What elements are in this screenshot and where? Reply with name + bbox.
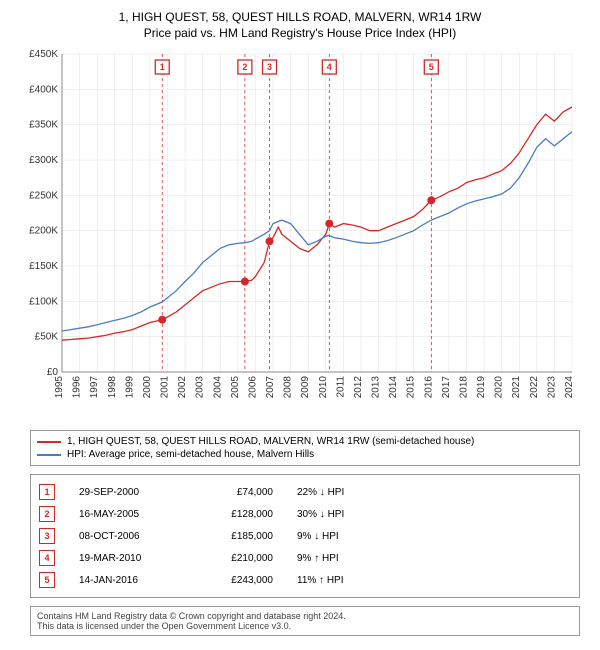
svg-text:2016: 2016 bbox=[423, 376, 434, 399]
transaction-price: £128,000 bbox=[193, 509, 273, 520]
transaction-pct: 9% ↓ HPI bbox=[297, 531, 377, 542]
svg-text:2015: 2015 bbox=[406, 376, 417, 399]
title-line-2: Price paid vs. HM Land Registry's House … bbox=[10, 26, 590, 40]
svg-text:£450K: £450K bbox=[29, 49, 58, 60]
svg-text:2009: 2009 bbox=[300, 376, 311, 399]
transaction-price: £185,000 bbox=[193, 531, 273, 542]
svg-text:£150K: £150K bbox=[29, 261, 58, 272]
transaction-date: 16-MAY-2005 bbox=[79, 509, 169, 520]
transaction-price: £243,000 bbox=[193, 575, 273, 586]
svg-text:2023: 2023 bbox=[546, 376, 557, 399]
transaction-row: 1 29-SEP-2000 £74,000 22% ↓ HPI bbox=[39, 481, 571, 503]
svg-text:£200K: £200K bbox=[29, 226, 58, 237]
transaction-marker: 2 bbox=[39, 506, 55, 522]
transaction-row: 5 14-JAN-2016 £243,000 11% ↑ HPI bbox=[39, 569, 571, 591]
svg-text:2012: 2012 bbox=[353, 376, 364, 399]
svg-text:5: 5 bbox=[429, 62, 434, 72]
svg-text:2: 2 bbox=[242, 62, 247, 72]
legend-swatch bbox=[37, 454, 61, 456]
legend-swatch bbox=[37, 441, 61, 443]
svg-text:1998: 1998 bbox=[107, 376, 118, 399]
svg-text:2024: 2024 bbox=[564, 376, 575, 399]
svg-text:3: 3 bbox=[267, 62, 272, 72]
transaction-date: 14-JAN-2016 bbox=[79, 575, 169, 586]
legend-row: HPI: Average price, semi-detached house,… bbox=[37, 448, 573, 461]
svg-text:£350K: £350K bbox=[29, 120, 58, 131]
legend-label: HPI: Average price, semi-detached house,… bbox=[67, 449, 314, 460]
footer-line-2: This data is licensed under the Open Gov… bbox=[37, 621, 573, 631]
svg-text:1997: 1997 bbox=[89, 376, 100, 399]
svg-text:2002: 2002 bbox=[177, 376, 188, 399]
transaction-date: 08-OCT-2006 bbox=[79, 531, 169, 542]
legend-row: 1, HIGH QUEST, 58, QUEST HILLS ROAD, MAL… bbox=[37, 435, 573, 448]
footer-attribution: Contains HM Land Registry data © Crown c… bbox=[30, 606, 580, 636]
footer-line-1: Contains HM Land Registry data © Crown c… bbox=[37, 611, 573, 621]
svg-text:2011: 2011 bbox=[335, 376, 346, 398]
svg-text:2000: 2000 bbox=[142, 376, 153, 399]
svg-text:1995: 1995 bbox=[54, 376, 65, 399]
svg-text:£100K: £100K bbox=[29, 296, 58, 307]
price-chart: £0£50K£100K£150K£200K£250K£300K£350K£400… bbox=[20, 48, 580, 418]
transaction-price: £74,000 bbox=[193, 487, 273, 498]
svg-text:2018: 2018 bbox=[458, 376, 469, 399]
transaction-marker: 4 bbox=[39, 550, 55, 566]
transaction-date: 29-SEP-2000 bbox=[79, 487, 169, 498]
svg-text:£250K: £250K bbox=[29, 190, 58, 201]
transaction-marker: 3 bbox=[39, 528, 55, 544]
svg-text:2020: 2020 bbox=[494, 376, 505, 399]
svg-text:£300K: £300K bbox=[29, 155, 58, 166]
transaction-pct: 11% ↑ HPI bbox=[297, 575, 377, 586]
transaction-marker: 5 bbox=[39, 572, 55, 588]
svg-text:2003: 2003 bbox=[195, 376, 206, 399]
legend-label: 1, HIGH QUEST, 58, QUEST HILLS ROAD, MAL… bbox=[67, 436, 474, 447]
svg-text:2005: 2005 bbox=[230, 376, 241, 399]
svg-text:2022: 2022 bbox=[529, 376, 540, 399]
transaction-pct: 22% ↓ HPI bbox=[297, 487, 377, 498]
svg-text:2010: 2010 bbox=[318, 376, 329, 399]
legend: 1, HIGH QUEST, 58, QUEST HILLS ROAD, MAL… bbox=[30, 430, 580, 466]
title-line-1: 1, HIGH QUEST, 58, QUEST HILLS ROAD, MAL… bbox=[10, 10, 590, 24]
svg-text:1999: 1999 bbox=[124, 376, 135, 399]
svg-text:1996: 1996 bbox=[72, 376, 83, 399]
transaction-row: 2 16-MAY-2005 £128,000 30% ↓ HPI bbox=[39, 503, 571, 525]
transaction-marker: 1 bbox=[39, 484, 55, 500]
transaction-row: 4 19-MAR-2010 £210,000 9% ↑ HPI bbox=[39, 547, 571, 569]
svg-text:£50K: £50K bbox=[35, 332, 59, 343]
svg-text:2014: 2014 bbox=[388, 376, 399, 399]
svg-text:2001: 2001 bbox=[160, 376, 171, 399]
transaction-row: 3 08-OCT-2006 £185,000 9% ↓ HPI bbox=[39, 525, 571, 547]
transaction-price: £210,000 bbox=[193, 553, 273, 564]
chart-title-block: 1, HIGH QUEST, 58, QUEST HILLS ROAD, MAL… bbox=[10, 10, 590, 40]
svg-text:2004: 2004 bbox=[212, 376, 223, 399]
svg-text:£400K: £400K bbox=[29, 84, 58, 95]
svg-text:2007: 2007 bbox=[265, 376, 276, 399]
svg-text:2017: 2017 bbox=[441, 376, 452, 399]
svg-text:4: 4 bbox=[327, 62, 332, 72]
svg-text:2021: 2021 bbox=[511, 376, 522, 399]
svg-text:2006: 2006 bbox=[247, 376, 258, 399]
svg-text:2013: 2013 bbox=[371, 376, 382, 399]
svg-text:2019: 2019 bbox=[476, 376, 487, 399]
transaction-pct: 30% ↓ HPI bbox=[297, 509, 377, 520]
svg-text:1: 1 bbox=[160, 62, 165, 72]
transaction-pct: 9% ↑ HPI bbox=[297, 553, 377, 564]
svg-text:2008: 2008 bbox=[283, 376, 294, 399]
transactions-table: 1 29-SEP-2000 £74,000 22% ↓ HPI 2 16-MAY-2005… bbox=[30, 474, 580, 598]
transaction-date: 19-MAR-2010 bbox=[79, 553, 169, 564]
